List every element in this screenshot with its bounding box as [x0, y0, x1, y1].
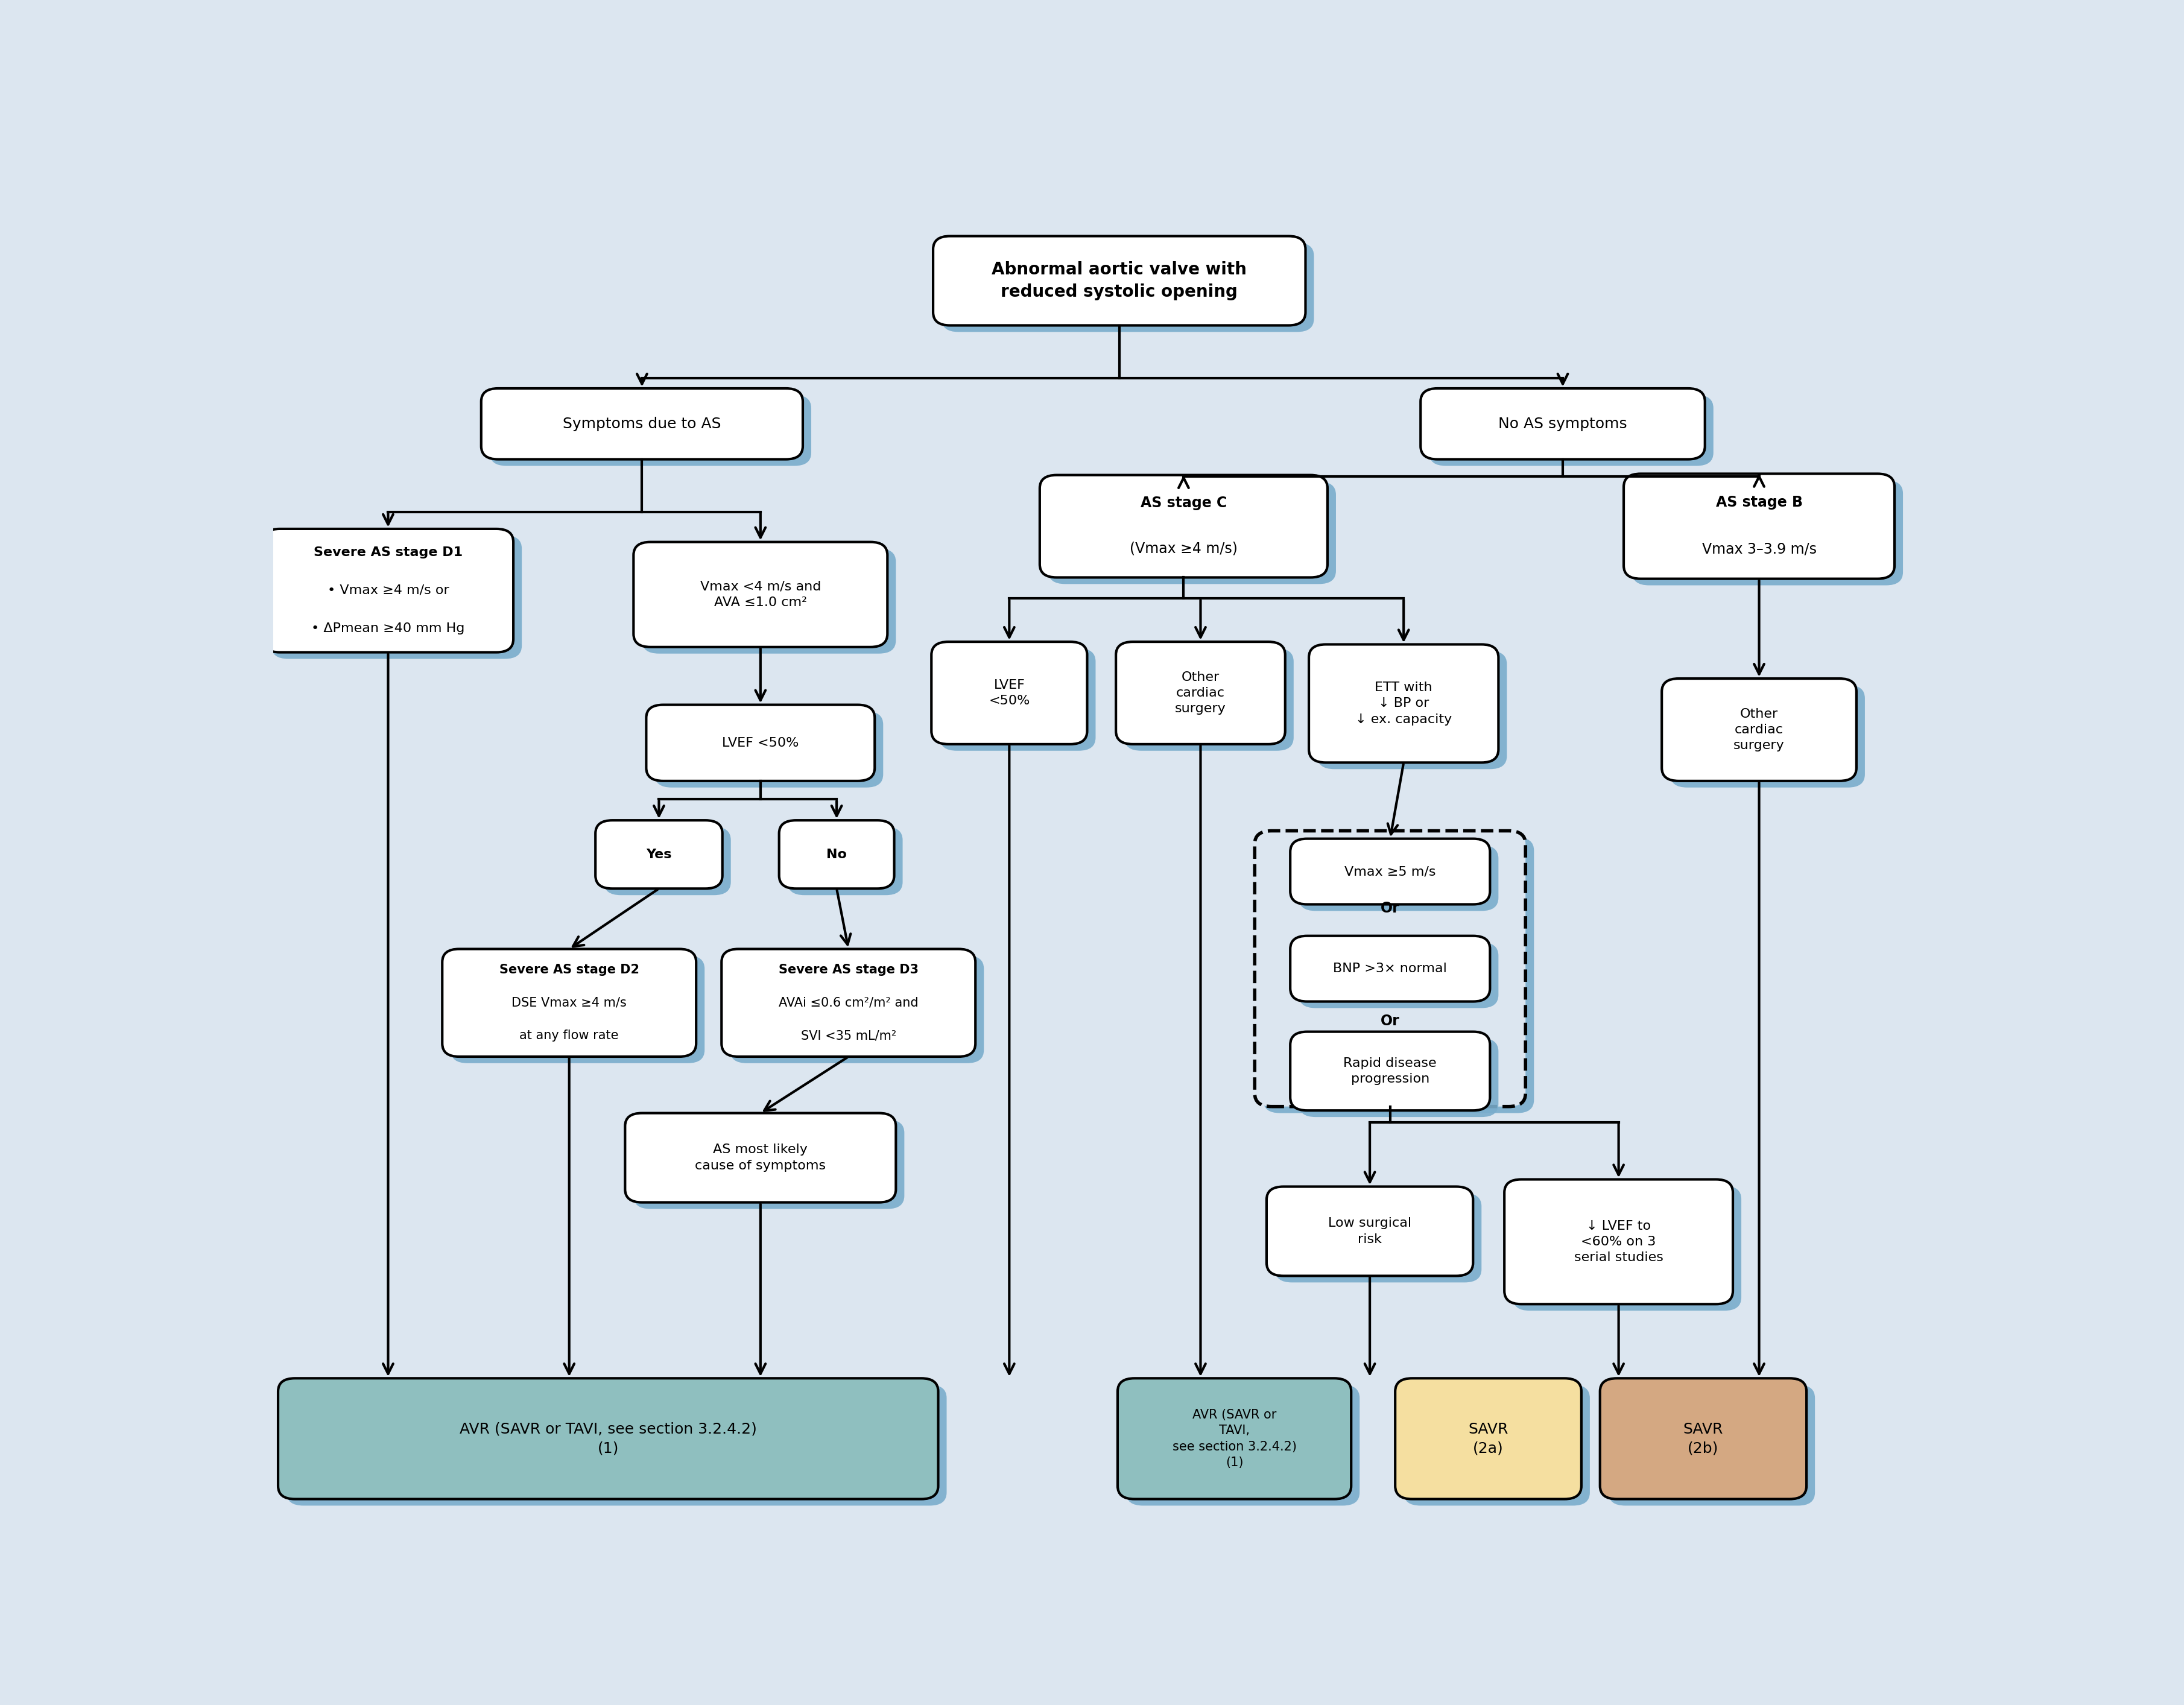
FancyBboxPatch shape: [941, 242, 1315, 332]
FancyBboxPatch shape: [780, 820, 893, 888]
FancyBboxPatch shape: [1118, 1378, 1352, 1499]
Text: AS stage C: AS stage C: [1140, 496, 1227, 510]
Text: AS most likely
cause of symptoms: AS most likely cause of symptoms: [695, 1144, 826, 1171]
Text: Other
cardiac
surgery: Other cardiac surgery: [1175, 672, 1225, 714]
Text: ↓ LVEF to
<60% on 3
serial studies: ↓ LVEF to <60% on 3 serial studies: [1575, 1219, 1664, 1263]
FancyBboxPatch shape: [1505, 1180, 1732, 1304]
FancyBboxPatch shape: [642, 549, 895, 653]
FancyBboxPatch shape: [1299, 846, 1498, 910]
FancyBboxPatch shape: [1420, 389, 1706, 459]
FancyBboxPatch shape: [1396, 1378, 1581, 1499]
FancyBboxPatch shape: [1262, 837, 1533, 1113]
FancyBboxPatch shape: [1267, 1187, 1472, 1275]
Text: DSE Vmax ≥4 m/s: DSE Vmax ≥4 m/s: [511, 997, 627, 1009]
FancyBboxPatch shape: [933, 235, 1306, 326]
Text: • Vmax ≥4 m/s or: • Vmax ≥4 m/s or: [328, 585, 450, 597]
FancyBboxPatch shape: [1291, 936, 1489, 1001]
Text: Yes: Yes: [646, 849, 673, 861]
FancyBboxPatch shape: [1125, 648, 1293, 750]
Text: Or: Or: [1380, 1014, 1400, 1028]
FancyBboxPatch shape: [1040, 476, 1328, 578]
FancyBboxPatch shape: [729, 955, 983, 1064]
FancyBboxPatch shape: [441, 950, 697, 1057]
FancyBboxPatch shape: [596, 820, 723, 888]
FancyBboxPatch shape: [1601, 1378, 1806, 1499]
FancyBboxPatch shape: [1308, 644, 1498, 762]
FancyBboxPatch shape: [1631, 481, 1902, 585]
FancyBboxPatch shape: [1299, 1038, 1498, 1117]
Text: Low surgical
risk: Low surgical risk: [1328, 1217, 1411, 1245]
Text: SAVR
(2a): SAVR (2a): [1468, 1422, 1509, 1456]
FancyBboxPatch shape: [1256, 830, 1524, 1107]
Text: Severe AS stage D3: Severe AS stage D3: [778, 963, 919, 975]
Text: BNP >3× normal: BNP >3× normal: [1332, 963, 1448, 975]
FancyBboxPatch shape: [1291, 839, 1489, 904]
Text: Or: Or: [1380, 900, 1400, 916]
Text: Severe AS stage D1: Severe AS stage D1: [314, 546, 463, 559]
Text: Rapid disease
progression: Rapid disease progression: [1343, 1057, 1437, 1084]
Text: No: No: [826, 849, 847, 861]
FancyBboxPatch shape: [1514, 1187, 1741, 1311]
FancyBboxPatch shape: [450, 955, 705, 1064]
FancyBboxPatch shape: [655, 711, 882, 788]
Text: AVAi ≤0.6 cm²/m² and: AVAi ≤0.6 cm²/m² and: [780, 997, 917, 1009]
FancyBboxPatch shape: [1127, 1384, 1361, 1506]
Text: Vmax 3–3.9 m/s: Vmax 3–3.9 m/s: [1701, 542, 1817, 556]
Text: Severe AS stage D2: Severe AS stage D2: [500, 963, 640, 975]
FancyBboxPatch shape: [633, 542, 887, 646]
FancyBboxPatch shape: [1116, 641, 1284, 743]
FancyBboxPatch shape: [1275, 1193, 1481, 1282]
Text: SVI <35 mL/m²: SVI <35 mL/m²: [802, 1030, 895, 1042]
FancyBboxPatch shape: [286, 1384, 946, 1506]
FancyBboxPatch shape: [625, 1113, 895, 1202]
FancyBboxPatch shape: [646, 704, 876, 781]
FancyBboxPatch shape: [605, 827, 732, 895]
FancyBboxPatch shape: [721, 950, 976, 1057]
Text: LVEF <50%: LVEF <50%: [723, 737, 799, 748]
FancyBboxPatch shape: [480, 389, 804, 459]
FancyBboxPatch shape: [489, 396, 810, 465]
Text: SAVR
(2b): SAVR (2b): [1684, 1422, 1723, 1456]
Text: (Vmax ≥4 m/s): (Vmax ≥4 m/s): [1129, 542, 1238, 556]
Text: AVR (SAVR or
TAVI,
see section 3.2.4.2)
(1): AVR (SAVR or TAVI, see section 3.2.4.2) …: [1173, 1408, 1297, 1468]
FancyBboxPatch shape: [1299, 943, 1498, 1008]
FancyBboxPatch shape: [1671, 685, 1865, 788]
FancyBboxPatch shape: [1404, 1384, 1590, 1506]
Text: at any flow rate: at any flow rate: [520, 1030, 618, 1042]
FancyBboxPatch shape: [1607, 1384, 1815, 1506]
Text: Vmax ≥5 m/s: Vmax ≥5 m/s: [1345, 866, 1435, 878]
FancyBboxPatch shape: [1662, 679, 1856, 781]
FancyBboxPatch shape: [930, 641, 1088, 743]
Text: Abnormal aortic valve with
reduced systolic opening: Abnormal aortic valve with reduced systo…: [992, 261, 1247, 300]
Text: • ΔPmean ≥40 mm Hg: • ΔPmean ≥40 mm Hg: [312, 622, 465, 634]
FancyBboxPatch shape: [262, 529, 513, 653]
Text: ETT with
↓ BP or
↓ ex. capacity: ETT with ↓ BP or ↓ ex. capacity: [1356, 682, 1452, 725]
FancyBboxPatch shape: [1048, 481, 1337, 585]
FancyBboxPatch shape: [633, 1120, 904, 1209]
FancyBboxPatch shape: [1317, 651, 1507, 769]
Text: Vmax <4 m/s and
AVA ≤1.0 cm²: Vmax <4 m/s and AVA ≤1.0 cm²: [701, 580, 821, 609]
Text: LVEF
<50%: LVEF <50%: [989, 679, 1031, 708]
FancyBboxPatch shape: [277, 1378, 939, 1499]
Text: Other
cardiac
surgery: Other cardiac surgery: [1734, 708, 1784, 752]
Text: Symptoms due to AS: Symptoms due to AS: [563, 416, 721, 431]
FancyBboxPatch shape: [788, 827, 902, 895]
Text: No AS symptoms: No AS symptoms: [1498, 416, 1627, 431]
Text: AS stage B: AS stage B: [1717, 496, 1802, 510]
FancyBboxPatch shape: [939, 648, 1096, 750]
FancyBboxPatch shape: [271, 535, 522, 658]
Text: AVR (SAVR or TAVI, see section 3.2.4.2)
(1): AVR (SAVR or TAVI, see section 3.2.4.2) …: [459, 1422, 758, 1456]
FancyBboxPatch shape: [1428, 396, 1714, 465]
FancyBboxPatch shape: [1291, 1032, 1489, 1110]
FancyBboxPatch shape: [1623, 474, 1894, 578]
